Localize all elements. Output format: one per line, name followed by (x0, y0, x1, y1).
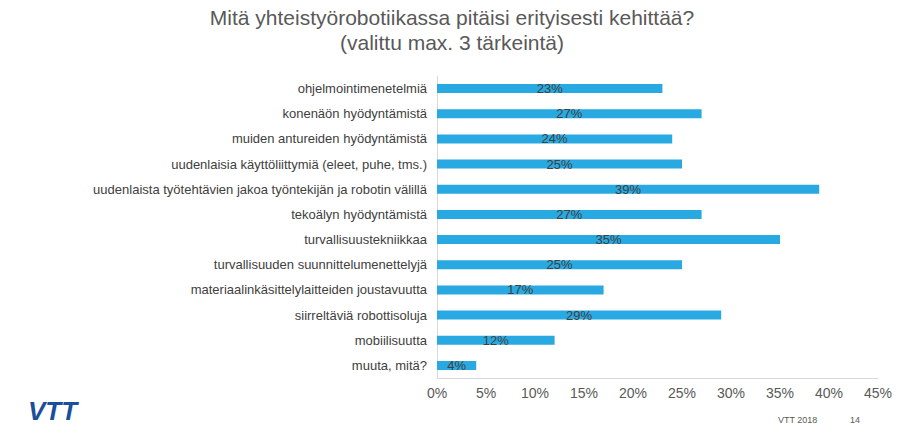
svg-text:35%: 35% (766, 385, 794, 401)
svg-text:(valittu max. 3 tärkeintä): (valittu max. 3 tärkeintä) (340, 31, 564, 54)
svg-text:materiaalinkäsittelylaitteiden: materiaalinkäsittelylaitteiden joustavuu… (191, 282, 428, 297)
svg-text:uudenlaista työtehtävien jakoa: uudenlaista työtehtävien jakoa työntekij… (93, 182, 428, 197)
svg-text:20%: 20% (619, 385, 647, 401)
svg-text:15%: 15% (570, 385, 598, 401)
svg-text:VTT 2018: VTT 2018 (778, 415, 817, 425)
svg-text:ohjelmointimenetelmiä: ohjelmointimenetelmiä (298, 81, 428, 96)
svg-text:uudenlaisia käyttöliittymiä (e: uudenlaisia käyttöliittymiä (eleet, puhe… (171, 157, 427, 172)
svg-text:siirreltäviä robottisoluja: siirreltäviä robottisoluja (295, 308, 428, 323)
svg-text:konenäön hyödyntämistä: konenäön hyödyntämistä (282, 106, 427, 121)
svg-text:40%: 40% (815, 385, 843, 401)
svg-text:27%: 27% (556, 106, 582, 121)
svg-text:0%: 0% (427, 385, 447, 401)
svg-text:25%: 25% (668, 385, 696, 401)
svg-text:39%: 39% (615, 182, 641, 197)
svg-text:5%: 5% (476, 385, 496, 401)
svg-text:muuta, mitä?: muuta, mitä? (352, 358, 427, 373)
svg-text:10%: 10% (521, 385, 549, 401)
svg-text:35%: 35% (595, 232, 621, 247)
svg-text:turvallisuustekniikkaa: turvallisuustekniikkaa (304, 232, 428, 247)
svg-text:25%: 25% (546, 157, 572, 172)
svg-text:Mitä yhteistyörobotiikassa pit: Mitä yhteistyörobotiikassa pitäisi erity… (210, 6, 694, 29)
svg-text:4%: 4% (447, 358, 466, 373)
svg-text:14: 14 (850, 415, 860, 425)
svg-text:VTT: VTT (28, 396, 79, 426)
svg-text:17%: 17% (507, 282, 533, 297)
svg-text:45%: 45% (864, 385, 892, 401)
svg-text:29%: 29% (566, 308, 592, 323)
svg-text:24%: 24% (542, 131, 568, 146)
svg-text:muiden antureiden hyödyntämist: muiden antureiden hyödyntämistä (232, 131, 428, 146)
svg-text:mobiilisuutta: mobiilisuutta (355, 333, 428, 348)
svg-text:tekoälyn hyödyntämistä: tekoälyn hyödyntämistä (291, 207, 428, 222)
svg-text:12%: 12% (483, 333, 509, 348)
svg-text:30%: 30% (717, 385, 745, 401)
svg-text:27%: 27% (556, 207, 582, 222)
svg-text:25%: 25% (546, 257, 572, 272)
svg-text:23%: 23% (537, 81, 563, 96)
svg-text:turvallisuuden suunnittelumene: turvallisuuden suunnittelumenettelyjä (214, 257, 428, 272)
